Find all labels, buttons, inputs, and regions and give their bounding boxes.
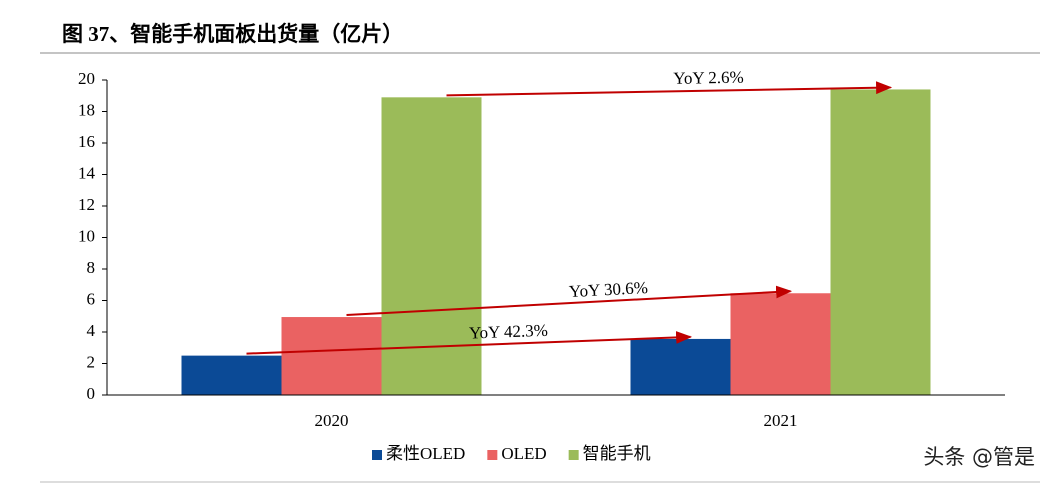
y-tick-label: 16 xyxy=(78,132,95,151)
bar xyxy=(281,317,382,395)
legend-label: 柔性OLED xyxy=(386,444,465,463)
x-tick-label: 2021 xyxy=(764,411,798,430)
yoy-arrow xyxy=(346,285,793,317)
yoy-arrow xyxy=(446,81,893,97)
bar xyxy=(630,338,731,395)
legend-label: OLED xyxy=(501,444,546,463)
y-tick-label: 18 xyxy=(78,100,95,119)
yoy-label: YoY 42.3% xyxy=(469,321,549,343)
y-tick-label: 6 xyxy=(87,289,96,308)
y-tick-label: 0 xyxy=(87,384,96,403)
legend-swatch xyxy=(487,450,498,460)
y-tick-label: 2 xyxy=(87,352,96,371)
y-tick-label: 20 xyxy=(78,69,95,88)
bar xyxy=(830,89,931,395)
y-tick-label: 4 xyxy=(87,321,96,340)
y-tick-label: 8 xyxy=(87,258,96,277)
y-tick-label: 10 xyxy=(78,226,95,245)
y-tick-label: 14 xyxy=(78,163,96,182)
yoy-label: YoY 2.6% xyxy=(673,68,744,88)
yoy-label: YoY 30.6% xyxy=(569,278,649,301)
bar xyxy=(181,355,282,395)
watermark: 头条 @管是 xyxy=(923,445,1035,469)
bar xyxy=(381,97,482,395)
yoy-arrow xyxy=(246,331,693,355)
bar xyxy=(730,293,831,395)
legend-swatch xyxy=(372,450,382,460)
y-tick-label: 12 xyxy=(78,195,95,214)
chart-title: 图 37、智能手机面板出货量（亿片） xyxy=(62,22,403,46)
legend-swatch xyxy=(568,450,579,460)
x-tick-label: 2020 xyxy=(315,411,349,430)
legend-label: 智能手机 xyxy=(583,444,651,463)
